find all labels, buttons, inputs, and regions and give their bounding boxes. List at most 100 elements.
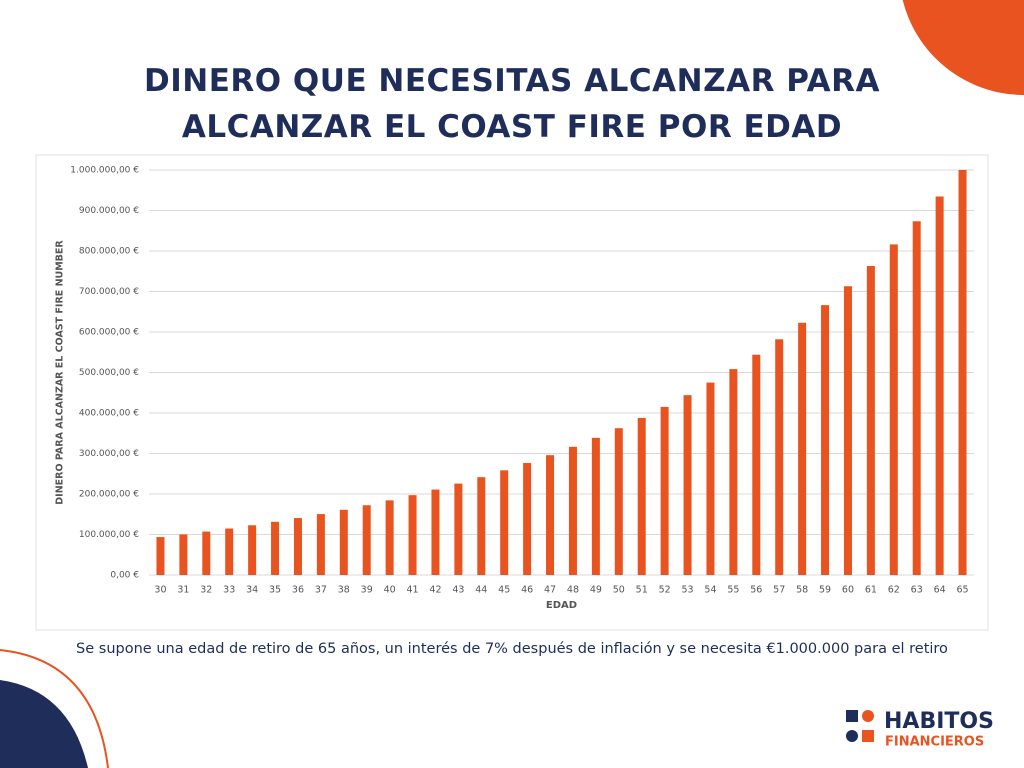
y-tick-label: 0,00 € [110, 571, 139, 581]
x-tick-label: 39 [361, 585, 373, 596]
bar [293, 518, 302, 575]
bar [248, 525, 257, 575]
x-tick-label: 30 [154, 585, 166, 596]
bar [546, 455, 555, 575]
y-tick-label: 100.000,00 € [79, 530, 139, 540]
x-tick-label: 54 [704, 585, 716, 596]
bar [156, 537, 165, 575]
bar [408, 495, 417, 575]
bar [614, 428, 623, 575]
bar [454, 483, 463, 575]
corner-arc [0, 649, 109, 768]
bar [706, 382, 715, 575]
bar [431, 489, 440, 575]
bar [202, 531, 211, 575]
bar [821, 305, 830, 575]
chart-frame [35, 154, 989, 631]
x-tick-label: 58 [796, 585, 808, 596]
logo-dot [846, 730, 858, 742]
x-tick-label: 42 [429, 585, 441, 596]
x-tick-label: 56 [750, 585, 762, 596]
x-tick-label: 47 [544, 585, 556, 596]
y-tick-label: 800.000,00 € [79, 247, 139, 257]
x-tick-label: 45 [498, 585, 510, 596]
bar [477, 477, 486, 575]
x-tick-label: 65 [956, 585, 968, 596]
bar [660, 406, 669, 575]
bar [752, 354, 761, 575]
bar [912, 221, 921, 575]
bar [637, 417, 646, 575]
x-tick-label: 43 [452, 585, 464, 596]
x-axis-label: EDAD [546, 600, 577, 611]
x-tick-label: 62 [888, 585, 900, 596]
bar [385, 500, 394, 575]
x-tick-label: 37 [315, 585, 327, 596]
y-tick-label: 700.000,00 € [79, 287, 139, 297]
bar [523, 463, 532, 575]
logo-dot [862, 710, 874, 722]
x-tick-label: 34 [246, 585, 258, 596]
bar [271, 521, 280, 575]
y-tick-label: 400.000,00 € [79, 409, 139, 419]
bar [729, 369, 738, 575]
x-tick-label: 44 [475, 585, 487, 596]
corner-circle [902, 0, 1024, 95]
x-tick-label: 46 [521, 585, 533, 596]
x-tick-label: 52 [659, 585, 671, 596]
bar [889, 244, 898, 576]
bar [843, 286, 852, 575]
x-tick-label: 51 [636, 585, 648, 596]
bar [958, 170, 967, 575]
y-tick-label: 300.000,00 € [79, 449, 139, 459]
x-tick-label: 53 [681, 585, 693, 596]
chart: 0,00 € 100.000,00 € 200.000,00 € 300.000,00… [55, 166, 974, 611]
x-tick-label: 59 [819, 585, 831, 596]
logo-text: FINANCIEROS [885, 735, 984, 750]
y-tick-label: 500.000,00 € [79, 368, 139, 378]
bar [225, 528, 234, 575]
x-tick-label: 63 [911, 585, 923, 596]
bar [683, 395, 692, 575]
x-tick-label: 50 [613, 585, 625, 596]
x-tick-label: 36 [292, 585, 304, 596]
logo-square [846, 710, 858, 722]
y-tick-label: 200.000,00 € [79, 490, 139, 500]
bar [362, 505, 371, 575]
bar [775, 339, 784, 575]
bar [798, 322, 807, 575]
bar [591, 437, 600, 575]
x-tick-label: 61 [865, 585, 877, 596]
x-tick-label: 35 [269, 585, 281, 596]
logo: HABITOS FINANCIEROS [846, 709, 994, 750]
x-tick-label: 31 [177, 585, 189, 596]
logo-square [862, 730, 874, 742]
x-tick-label: 38 [338, 585, 350, 596]
x-tick-label: 32 [200, 585, 212, 596]
y-tick-label: 600.000,00 € [79, 328, 139, 338]
x-tick-label: 48 [567, 585, 579, 596]
bar [568, 446, 577, 575]
bar [316, 514, 325, 575]
y-axis-label: DINERO PARA ALCANZAR EL COAST FIRE NUMBE… [55, 240, 66, 505]
x-tick-label: 64 [934, 585, 946, 596]
bar [935, 196, 944, 576]
footnote: Se supone una edad de retiro de 65 años,… [76, 641, 948, 657]
bar [339, 509, 348, 575]
x-tick-label: 60 [842, 585, 854, 596]
y-tick-label: 1.000.000,00 € [70, 166, 139, 176]
x-tick-label: 40 [384, 585, 396, 596]
x-tick-label: 33 [223, 585, 235, 596]
bar [500, 470, 509, 575]
corner-shape [0, 680, 88, 768]
bar [866, 266, 875, 575]
logo-text: HABITOS [884, 709, 994, 734]
chart-title: DINERO QUE NECESITAS ALCANZAR PARA ALCAN… [144, 63, 880, 145]
y-tick-label: 900.000,00 € [79, 206, 139, 216]
x-tick-label: 49 [590, 585, 602, 596]
x-tick-label: 41 [406, 585, 418, 596]
bar [179, 534, 188, 575]
x-tick-label: 57 [773, 585, 785, 596]
